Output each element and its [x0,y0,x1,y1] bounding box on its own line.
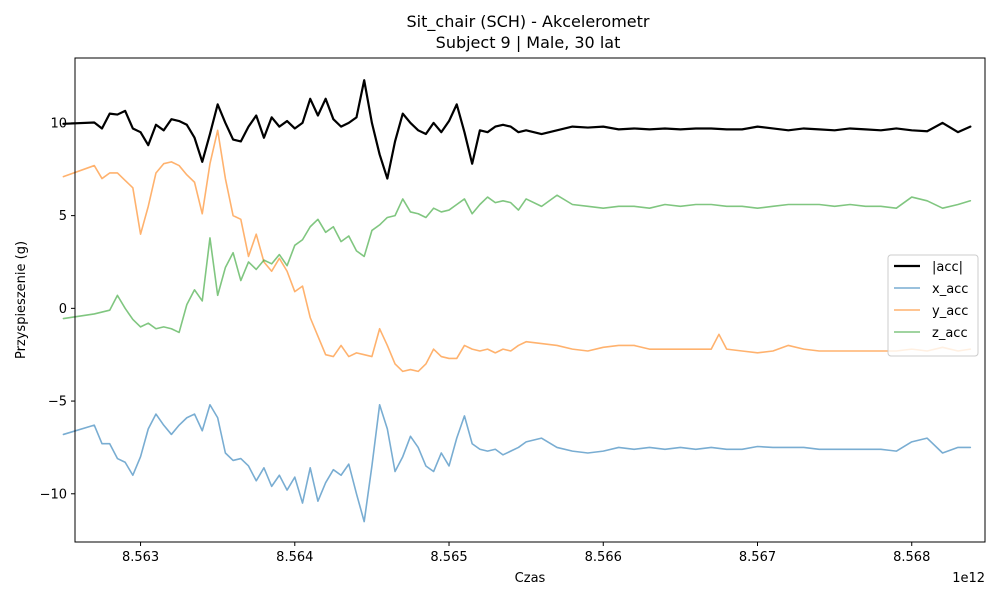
x-tick-label: 8.563 [122,550,159,565]
x-tick-label: 8.568 [893,550,930,565]
x-tick-label: 8.565 [430,550,467,565]
y-tick-label: −10 [40,487,67,502]
plot-area [62,79,972,523]
legend-box [887,254,979,357]
x-tick-label: 8.564 [276,550,313,565]
chart-subtitle: Subject 9 | Male, 30 lat [436,33,621,52]
y-axis-label: Przyspieszenie (g) [14,241,29,359]
y-tick-label: 5 [59,209,67,224]
x-axis-offset-label: 1e12 [952,571,985,586]
x-axis-label: Czas [515,571,546,586]
legend-entry: x_acc [932,282,968,297]
legend-entry: y_acc [932,304,968,319]
y-tick-label: 0 [59,302,67,317]
legend-entry: z_acc [932,326,968,341]
x-tick-label: 8.566 [585,550,622,565]
series-line-x-acc [62,403,972,523]
x-tick-label: 8.567 [739,550,776,565]
axes-frame [74,57,986,543]
series-line-acc [62,79,972,180]
x-axis: 8.563 8.564 8.565 8.566 8.567 8.568 [122,542,930,565]
y-axis: −10 −5 0 5 10 [40,116,75,502]
series-line-y-acc [62,129,972,373]
y-tick-label: −5 [48,395,67,410]
y-tick-label: 10 [50,116,67,131]
chart-title: Sit_chair (SCH) - Akcelerometr [407,12,650,32]
legend: |acc| x_acc y_acc z_acc [887,254,979,357]
legend-entry: |acc| [932,260,963,275]
series-line-z-acc [62,194,972,334]
